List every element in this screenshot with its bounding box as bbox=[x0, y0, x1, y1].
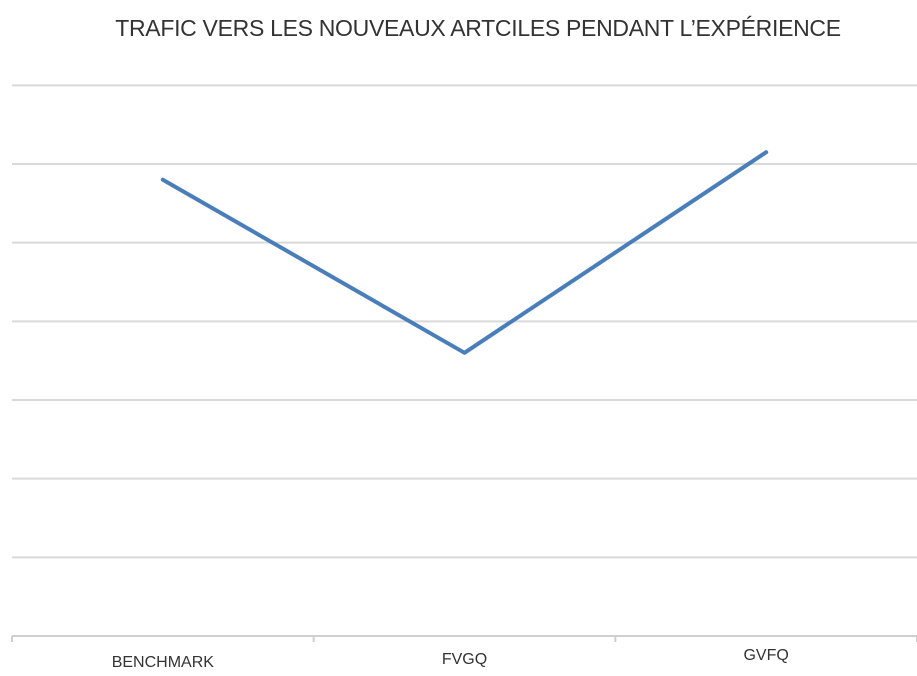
x-axis-ticks bbox=[11, 636, 917, 642]
series-group bbox=[160, 150, 769, 355]
x-tick-label: FVGQ bbox=[442, 651, 487, 668]
x-tick-label: GVFQ bbox=[743, 647, 788, 664]
gridlines bbox=[12, 84, 917, 559]
chart-title: TRAFIC VERS LES NOUVEAUX ARTCILES PENDAN… bbox=[115, 15, 841, 41]
x-axis-labels: BENCHMARK FVGQ GVFQ bbox=[112, 647, 789, 671]
series-line bbox=[160, 150, 769, 355]
x-tick-label: BENCHMARK bbox=[112, 654, 215, 671]
